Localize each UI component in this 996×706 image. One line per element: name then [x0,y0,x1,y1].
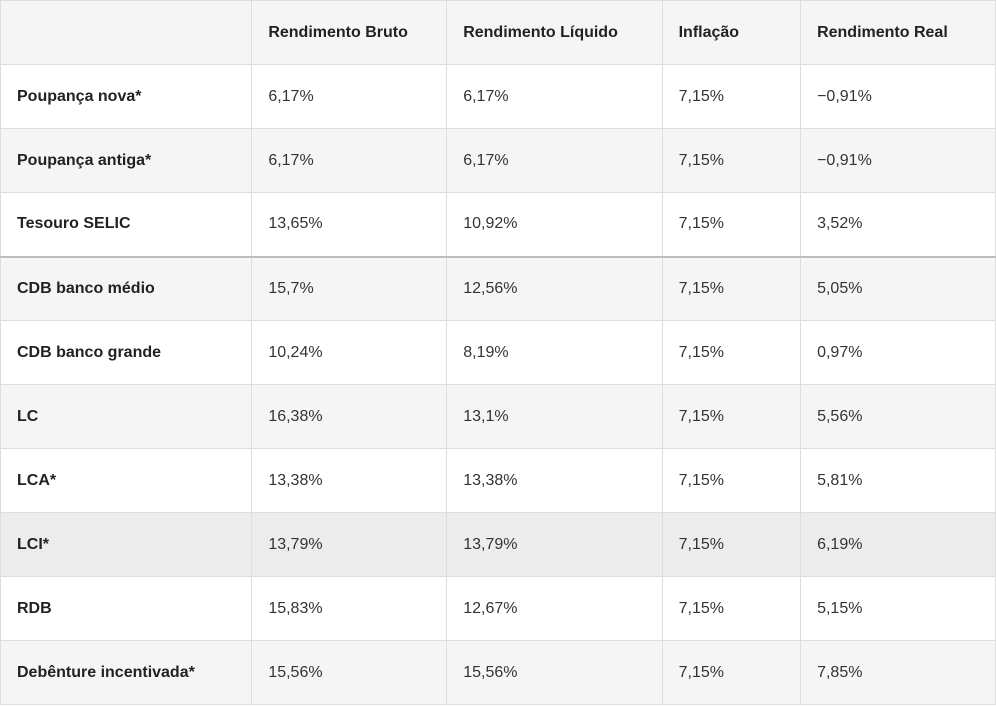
cell-label: Poupança nova* [1,65,252,129]
investment-table: Rendimento Bruto Rendimento Líquido Infl… [0,0,996,705]
cell-real: 6,19% [801,513,996,577]
table-row: Debênture incentivada*15,56%15,56%7,15%7… [1,641,996,705]
cell-label: RDB [1,577,252,641]
cell-inflacao: 7,15% [662,449,800,513]
cell-label: CDB banco grande [1,321,252,385]
cell-liquido: 13,79% [447,513,662,577]
cell-label: LCA* [1,449,252,513]
cell-bruto: 15,7% [252,257,447,321]
cell-inflacao: 7,15% [662,385,800,449]
investment-table-container: Rendimento Bruto Rendimento Líquido Infl… [0,0,996,705]
cell-liquido: 8,19% [447,321,662,385]
cell-real: 5,56% [801,385,996,449]
table-row: Poupança nova*6,17%6,17%7,15%−0,91% [1,65,996,129]
cell-bruto: 10,24% [252,321,447,385]
cell-liquido: 12,56% [447,257,662,321]
table-row: CDB banco médio15,7%12,56%7,15%5,05% [1,257,996,321]
cell-liquido: 13,1% [447,385,662,449]
cell-label: LCI* [1,513,252,577]
cell-liquido: 12,67% [447,577,662,641]
cell-real: 5,05% [801,257,996,321]
table-row: CDB banco grande10,24%8,19%7,15%0,97% [1,321,996,385]
cell-real: 7,85% [801,641,996,705]
cell-inflacao: 7,15% [662,577,800,641]
cell-bruto: 16,38% [252,385,447,449]
cell-liquido: 13,38% [447,449,662,513]
header-col-label [1,1,252,65]
cell-liquido: 6,17% [447,65,662,129]
table-body: Poupança nova*6,17%6,17%7,15%−0,91%Poupa… [1,65,996,705]
cell-bruto: 15,83% [252,577,447,641]
table-row: LC16,38%13,1%7,15%5,56% [1,385,996,449]
cell-liquido: 15,56% [447,641,662,705]
cell-liquido: 10,92% [447,193,662,257]
cell-inflacao: 7,15% [662,641,800,705]
cell-label: Poupança antiga* [1,129,252,193]
cell-bruto: 6,17% [252,129,447,193]
cell-inflacao: 7,15% [662,321,800,385]
cell-inflacao: 7,15% [662,129,800,193]
table-row: LCI*13,79%13,79%7,15%6,19% [1,513,996,577]
table-row: RDB15,83%12,67%7,15%5,15% [1,577,996,641]
table-row: LCA*13,38%13,38%7,15%5,81% [1,449,996,513]
header-col-bruto: Rendimento Bruto [252,1,447,65]
cell-bruto: 13,79% [252,513,447,577]
cell-bruto: 13,38% [252,449,447,513]
cell-real: 5,81% [801,449,996,513]
cell-bruto: 13,65% [252,193,447,257]
table-row: Poupança antiga*6,17%6,17%7,15%−0,91% [1,129,996,193]
table-row: Tesouro SELIC13,65%10,92%7,15%3,52% [1,193,996,257]
cell-inflacao: 7,15% [662,65,800,129]
table-header: Rendimento Bruto Rendimento Líquido Infl… [1,1,996,65]
header-row: Rendimento Bruto Rendimento Líquido Infl… [1,1,996,65]
cell-real: −0,91% [801,65,996,129]
cell-label: LC [1,385,252,449]
cell-inflacao: 7,15% [662,193,800,257]
cell-real: −0,91% [801,129,996,193]
header-col-real: Rendimento Real [801,1,996,65]
cell-real: 3,52% [801,193,996,257]
header-col-inflacao: Inflação [662,1,800,65]
cell-label: Debênture incentivada* [1,641,252,705]
cell-label: Tesouro SELIC [1,193,252,257]
cell-inflacao: 7,15% [662,257,800,321]
cell-liquido: 6,17% [447,129,662,193]
cell-bruto: 15,56% [252,641,447,705]
cell-inflacao: 7,15% [662,513,800,577]
cell-real: 0,97% [801,321,996,385]
cell-real: 5,15% [801,577,996,641]
cell-bruto: 6,17% [252,65,447,129]
header-col-liquido: Rendimento Líquido [447,1,662,65]
cell-label: CDB banco médio [1,257,252,321]
